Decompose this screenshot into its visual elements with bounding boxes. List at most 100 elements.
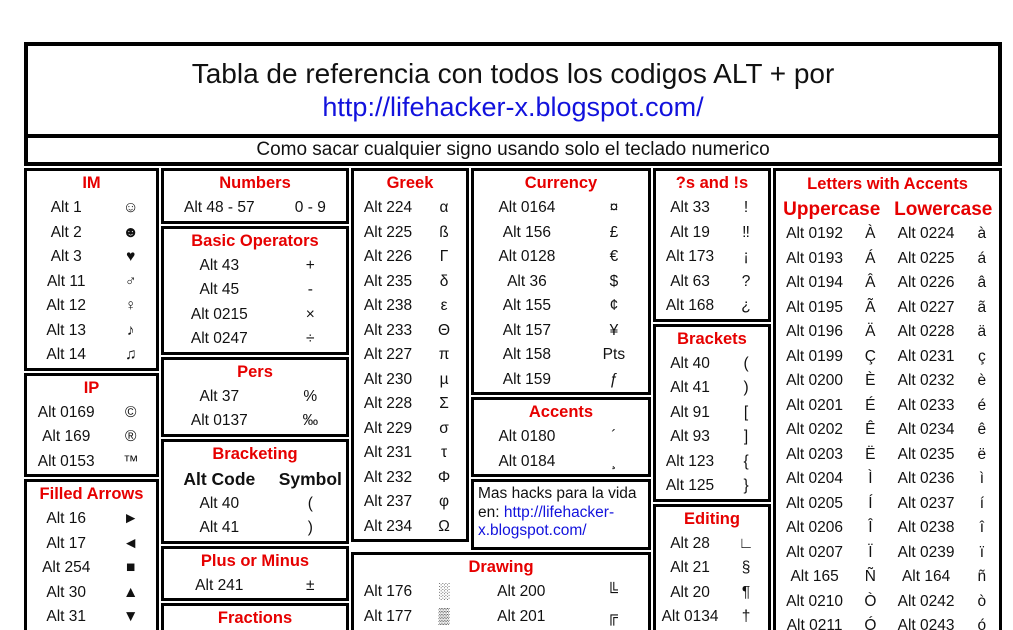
alt-code: Alt 13 bbox=[27, 322, 105, 340]
alt-symbol: ▼ bbox=[105, 608, 156, 626]
alt-code-row: Alt 254■ bbox=[27, 556, 156, 581]
alt-code: Alt 227 bbox=[354, 346, 422, 364]
alt-symbol: ì bbox=[965, 470, 999, 488]
alt-code: Alt 201 bbox=[466, 608, 577, 626]
alt-code-row: Alt 41) bbox=[656, 376, 768, 401]
alt-code: Alt 0236 bbox=[888, 470, 965, 488]
alt-code: Alt 157 bbox=[474, 322, 580, 340]
alt-symbol: Ì bbox=[853, 470, 887, 488]
alt-code: Alt 0180 bbox=[474, 428, 580, 446]
alt-code: Alt 0243 bbox=[888, 617, 965, 630]
section-letters-with-accents: Letters with AccentsUppercaseLowercaseAl… bbox=[773, 168, 1002, 630]
section-filled-arrows: Filled ArrowsAlt 16►Alt 17◄Alt 254■Alt 3… bbox=[24, 479, 159, 630]
alt-code: Alt 173 bbox=[656, 248, 724, 266]
alt-code-row: Alt 36$ bbox=[474, 270, 648, 295]
alt-code-row: Alt 0153™ bbox=[27, 450, 156, 475]
alt-code: Alt 254 bbox=[27, 559, 105, 577]
alt-code-row: Alt 12♀ bbox=[27, 294, 156, 319]
alt-symbol: Ï bbox=[853, 544, 887, 562]
alt-symbol: † bbox=[724, 608, 768, 626]
alt-symbol: } bbox=[724, 477, 768, 495]
alt-code: Alt 0224 bbox=[888, 225, 965, 243]
section-title: Accents bbox=[474, 400, 648, 425]
section-drawing: DrawingAlt 176░Alt 177▒Alt 178▓Alt 200╚A… bbox=[351, 552, 651, 630]
alt-code: Alt 40 bbox=[164, 495, 275, 513]
alt-code: Alt 43 bbox=[164, 257, 275, 275]
alt-code: Alt 0202 bbox=[776, 421, 853, 439]
alt-symbol: â bbox=[965, 274, 999, 292]
alt-code: Alt 233 bbox=[354, 322, 422, 340]
symbols-top-row: GreekAlt 224αAlt 225ßAlt 226ΓAlt 235δAlt… bbox=[351, 168, 651, 550]
reference-table: Tabla de referencia con todos los codigo… bbox=[24, 42, 1002, 630]
alt-symbol: Ω bbox=[422, 518, 466, 536]
alt-code-row: Alt 0137‰ bbox=[164, 409, 346, 434]
alt-symbol: ‼ bbox=[724, 224, 768, 242]
column-im: IMAlt 1☺Alt 2☻Alt 3♥Alt 11♂Alt 12♀Alt 13… bbox=[24, 168, 159, 630]
alt-code-row: Alt 237φ bbox=[354, 490, 466, 515]
section-title: IM bbox=[27, 171, 156, 196]
section-title: Editing bbox=[656, 507, 768, 532]
alt-code: Alt 1 bbox=[27, 199, 105, 217]
subheader-label: Lowercase bbox=[888, 199, 1000, 221]
letter-pair-row: Alt 0195ÃAlt 0227ã bbox=[776, 296, 999, 321]
section-title: Numbers bbox=[164, 171, 346, 196]
section-title: ?s and !s bbox=[656, 171, 768, 196]
alt-code: Alt 0227 bbox=[888, 299, 965, 317]
columns-area: IMAlt 1☺Alt 2☻Alt 3♥Alt 11♂Alt 12♀Alt 13… bbox=[24, 168, 1002, 630]
alt-symbol: É bbox=[853, 397, 887, 415]
column-greek: GreekAlt 224αAlt 225ßAlt 226ΓAlt 235δAlt… bbox=[351, 168, 469, 542]
alt-code: Alt 0192 bbox=[776, 225, 853, 243]
alt-symbol: Á bbox=[853, 250, 887, 268]
alt-symbol: ƒ bbox=[580, 371, 648, 389]
alt-code: Alt 0205 bbox=[776, 495, 853, 513]
alt-code: Alt 0226 bbox=[888, 274, 965, 292]
alt-code-row: Alt 238ε bbox=[354, 294, 466, 319]
section-numbers: NumbersAlt 48 - 570 - 9 bbox=[161, 168, 349, 224]
alt-symbol: Ç bbox=[853, 348, 887, 366]
alt-code-row: Alt 201╔ bbox=[466, 605, 648, 630]
alt-symbol: ¥ bbox=[580, 322, 648, 340]
drawing-grid: Alt 176░Alt 177▒Alt 178▓Alt 200╚Alt 201╔… bbox=[354, 580, 648, 630]
section-ip: IPAlt 0169©Alt 169®Alt 0153™ bbox=[24, 373, 159, 478]
alt-symbol: Ä bbox=[853, 323, 887, 341]
alt-code: Alt 0225 bbox=[888, 250, 965, 268]
alt-symbol: ¢ bbox=[580, 297, 648, 315]
alt-code: Alt 0238 bbox=[888, 519, 965, 537]
alt-code-row: Alt 0128€ bbox=[474, 245, 648, 270]
alt-code-row: Alt 63? bbox=[656, 270, 768, 295]
alt-code: Alt 158 bbox=[474, 346, 580, 364]
alt-code: Alt 0199 bbox=[776, 348, 853, 366]
alt-code: Alt 226 bbox=[354, 248, 422, 266]
letter-pair-row: Alt 0194ÂAlt 0226â bbox=[776, 271, 999, 296]
alt-code-row: Alt 3♥ bbox=[27, 245, 156, 270]
alt-symbol: é bbox=[965, 397, 999, 415]
letter-pair-row: Alt 0200ÈAlt 0232è bbox=[776, 369, 999, 394]
alt-code-row: Alt 30▲ bbox=[27, 581, 156, 606]
alt-code-row: Alt 155¢ bbox=[474, 294, 648, 319]
alt-symbol: § bbox=[724, 559, 768, 577]
alt-code: Alt 235 bbox=[354, 273, 422, 291]
alt-code: Alt 28 bbox=[656, 535, 724, 553]
alt-code: Alt 17 bbox=[27, 535, 105, 553]
alt-code: Alt 0228 bbox=[888, 323, 965, 341]
alt-code-row: Alt 11♂ bbox=[27, 270, 156, 295]
alt-symbol: Ê bbox=[853, 421, 887, 439]
alt-code: Alt 230 bbox=[354, 371, 422, 389]
blog-url-link[interactable]: http://lifehacker-x.blogspot.com/ bbox=[322, 92, 703, 123]
letter-pair-row: Alt 0199ÇAlt 0231ç bbox=[776, 345, 999, 370]
alt-code: Alt 224 bbox=[354, 199, 422, 217]
drawing-left-column: Alt 176░Alt 177▒Alt 178▓ bbox=[354, 580, 466, 630]
alt-code: Alt 228 bbox=[354, 395, 422, 413]
alt-code-row: Alt 125} bbox=[656, 474, 768, 499]
alt-symbol: ™ bbox=[105, 453, 156, 471]
alt-symbol: $ bbox=[580, 273, 648, 291]
alt-code: Alt 0201 bbox=[776, 397, 853, 415]
alt-code-row: Alt 13♪ bbox=[27, 319, 156, 344]
alt-symbol: ! bbox=[724, 199, 768, 217]
page-title: Tabla de referencia con todos los codigo… bbox=[192, 58, 835, 90]
alt-symbol: τ bbox=[422, 444, 466, 462]
alt-code-row: Alt 173¡ bbox=[656, 245, 768, 270]
alt-symbol: ) bbox=[275, 519, 346, 537]
table-header-box: Tabla de referencia con todos los codigo… bbox=[24, 42, 1002, 166]
column-qs: ?s and !sAlt 33!Alt 19‼Alt 173¡Alt 63?Al… bbox=[653, 168, 771, 630]
